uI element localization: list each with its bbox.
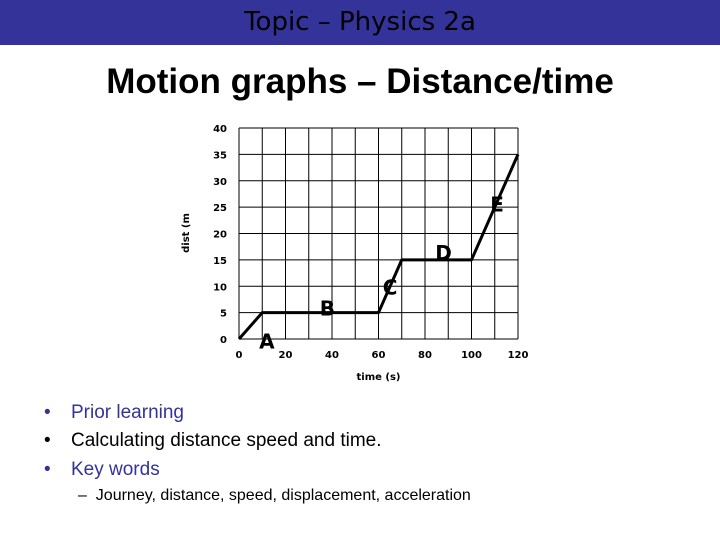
x-tick-label: 0 (236, 350, 243, 361)
x-tick-label: 100 (461, 350, 482, 361)
y-tick-label: 15 (213, 256, 227, 267)
x-axis-label: time (s) (357, 372, 401, 383)
y-axis-label: dist (m (181, 213, 192, 253)
slide-title: Motion graphs – Distance/time (106, 62, 614, 101)
sub-bullet-key-words: – Journey, distance, speed, displacement… (78, 487, 471, 504)
y-tick-label: 0 (220, 335, 227, 346)
y-tick-label: 20 (213, 230, 227, 241)
y-tick-label: 30 (213, 177, 227, 188)
y-tick-label: 35 (213, 150, 227, 161)
segment-label-b: B (320, 296, 335, 320)
y-tick-label: 5 (220, 309, 227, 320)
topic-banner: Topic – Physics 2a (0, 0, 720, 45)
distance-line (237, 153, 520, 340)
segment-label-e: E (490, 192, 504, 216)
x-tick-label: 60 (372, 350, 386, 361)
x-tick-label: 80 (418, 350, 432, 361)
x-tick-label: 20 (279, 350, 293, 361)
segment-label-d: D (435, 241, 452, 265)
segment-label-c: C (383, 275, 398, 299)
y-tick-label: 25 (213, 203, 227, 214)
y-tick-label: 40 (213, 124, 227, 135)
topic-title: Topic – Physics 2a (244, 7, 476, 37)
x-tick-label: 40 (325, 350, 339, 361)
y-tick-label: 10 (213, 282, 227, 293)
distance-time-chart: 0 20 40 60 80 100 120 0 5 10 15 20 25 30 35 40 time (s) d… (181, 124, 529, 383)
x-tick-label: 120 (508, 350, 529, 361)
segment-label-a: A (259, 330, 275, 354)
